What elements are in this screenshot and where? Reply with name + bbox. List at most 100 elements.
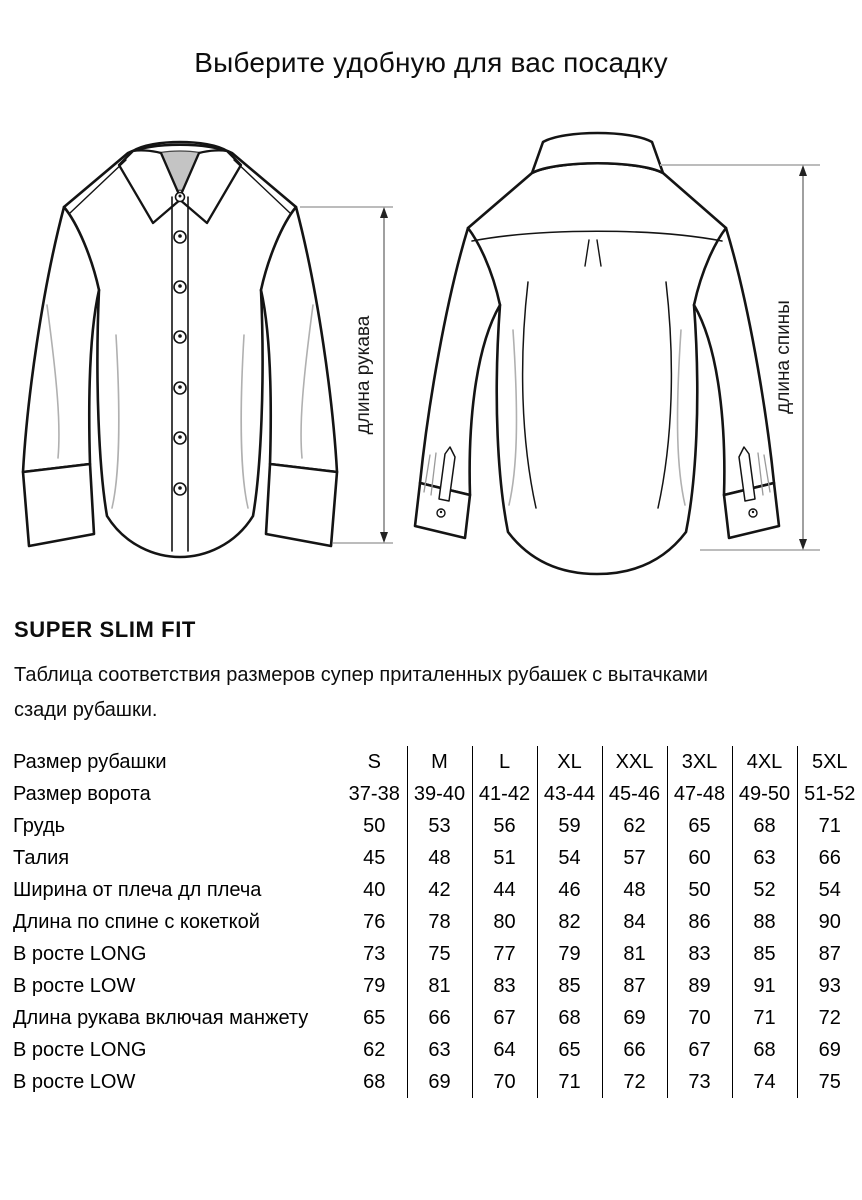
size-table-row: Размер ворота 37-38 39-40 41-42 43-44 45-46 47…: [0, 778, 862, 810]
size-cell: 90: [796, 906, 862, 938]
size-cell: 37-38: [348, 782, 400, 805]
size-cell: 75: [406, 938, 472, 970]
size-cell: 66: [796, 842, 862, 874]
size-cell: 48: [601, 874, 667, 906]
size-cell: 57: [601, 842, 667, 874]
size-cell: XL: [536, 746, 602, 778]
size-cell: 42: [406, 874, 472, 906]
size-cell: 68: [731, 810, 797, 842]
size-cell: 80: [471, 906, 537, 938]
size-cell: 91: [731, 970, 797, 1002]
back-arrowhead-up: [799, 165, 807, 176]
size-cell: 65: [363, 1006, 386, 1029]
sleeve-length-measure: длина рукава: [300, 206, 393, 544]
front-buttons: [173, 191, 187, 496]
size-cell: 75: [796, 1066, 862, 1098]
sleeve-arrowhead-up: [380, 207, 388, 218]
row-label: Грудь: [13, 814, 66, 837]
size-cell: 72: [796, 1002, 862, 1034]
back-length-label: длина спины: [773, 300, 794, 414]
fit-description-line1: Таблица соответствия размеров супер прит…: [14, 664, 708, 686]
size-cell: 69: [796, 1034, 862, 1066]
back-body: [466, 161, 728, 576]
size-cell: 51-52: [796, 778, 862, 810]
size-cell: 44: [471, 874, 537, 906]
size-cell: 66: [601, 1034, 667, 1066]
shirt-back-drawing: [413, 131, 781, 576]
fit-description: Таблица соответствия размеров супер прит…: [14, 658, 834, 728]
size-cell: 48: [406, 842, 472, 874]
size-cell: 45-46: [601, 778, 667, 810]
front-left-sleeve: [21, 205, 101, 474]
row-label: В росте LONG: [13, 1038, 147, 1061]
size-cell: 65: [536, 1034, 602, 1066]
size-cell: 62: [363, 1038, 386, 1061]
row-label: Ширина от плеча дл плеча: [13, 878, 262, 901]
size-cell: 93: [796, 970, 862, 1002]
size-cell: 78: [406, 906, 472, 938]
size-cell: 63: [731, 842, 797, 874]
size-cell: 71: [731, 1002, 797, 1034]
size-table-row: В росте LONG 62 63 64 65 66 67 68 69: [0, 1034, 862, 1066]
fit-description-line2: сзади рубашки.: [14, 699, 158, 721]
size-table-row: Талия 45 48 51 54 57 60 63 66: [0, 842, 862, 874]
row-label: В росте LONG: [13, 942, 147, 965]
size-cell: 87: [601, 970, 667, 1002]
size-cell: 85: [731, 938, 797, 970]
size-cell: 56: [471, 810, 537, 842]
size-cell: 83: [666, 938, 732, 970]
size-cell: L: [471, 746, 537, 778]
front-right-cuff: [264, 462, 339, 548]
size-cell: 67: [666, 1034, 732, 1066]
size-cell: XXL: [601, 746, 667, 778]
front-fold-lines: [46, 304, 314, 509]
size-cell: 60: [666, 842, 732, 874]
size-cell: 68: [536, 1002, 602, 1034]
front-placket: [171, 196, 189, 552]
size-cell: 88: [731, 906, 797, 938]
size-table-row: Длина рукава включая манжету 65 66 67 68 69 70…: [0, 1002, 862, 1034]
size-cell: 73: [666, 1066, 732, 1098]
front-collar-right-leaf: [177, 149, 243, 225]
back-arrowhead-down: [799, 539, 807, 550]
size-cell: 50: [363, 814, 386, 837]
size-cell: 40: [363, 878, 386, 901]
back-length-measure: длина спины: [660, 164, 820, 551]
size-cell: 68: [731, 1034, 797, 1066]
row-label: Размер рубашки: [13, 750, 167, 773]
size-cell: 54: [536, 842, 602, 874]
size-cell: 49-50: [731, 778, 797, 810]
row-label: Длина по спине с кокеткой: [13, 910, 260, 933]
size-cell: 43-44: [536, 778, 602, 810]
size-cell: 53: [406, 810, 472, 842]
back-right-sleeve: [692, 226, 776, 497]
back-sleeve-plackets: [438, 446, 756, 502]
size-cell: 71: [536, 1066, 602, 1098]
size-cell: 71: [796, 810, 862, 842]
shirt-front-drawing: [21, 140, 339, 559]
size-table-row: В росте LONG 73 75 77 79 81 83 85 87: [0, 938, 862, 970]
size-cell: 84: [601, 906, 667, 938]
row-label: В росте LOW: [13, 1070, 136, 1093]
size-cell: 62: [601, 810, 667, 842]
size-table-body: Размер рубашки S M L XL XXL 3XL 4XL 5XL Размер во…: [0, 746, 862, 1098]
size-cell: 51: [471, 842, 537, 874]
back-collar: [530, 131, 665, 175]
front-collar-left-leaf: [117, 149, 183, 225]
size-cell: 63: [406, 1034, 472, 1066]
back-sleeve-creases: [423, 452, 771, 496]
size-cell: M: [406, 746, 472, 778]
size-cell: 59: [536, 810, 602, 842]
back-darts: [521, 281, 673, 509]
front-collar-band: [131, 140, 229, 153]
front-shoulder-seams: [69, 159, 291, 214]
size-cell: 73: [363, 942, 386, 965]
size-cell: 82: [536, 906, 602, 938]
size-cell: 4XL: [731, 746, 797, 778]
size-cell: 50: [666, 874, 732, 906]
size-cell: 5XL: [796, 746, 862, 778]
size-cell: 74: [731, 1066, 797, 1098]
row-label: Длина рукава включая манжету: [13, 1006, 309, 1029]
back-left-sleeve: [418, 226, 502, 497]
